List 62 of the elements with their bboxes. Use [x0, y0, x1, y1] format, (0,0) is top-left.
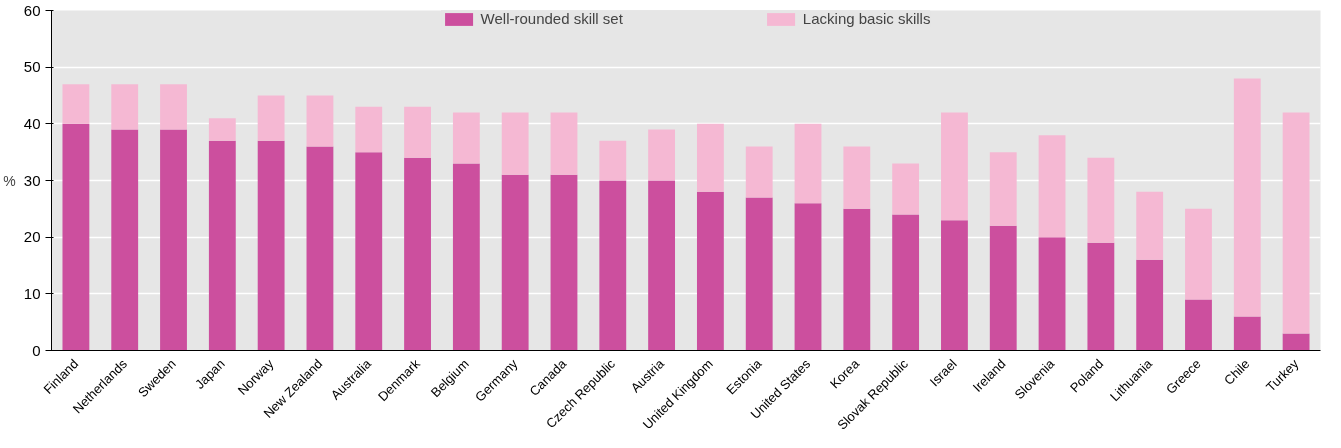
bar [404, 106, 431, 158]
bar [355, 152, 383, 351]
bar [111, 84, 139, 130]
y-tick-label: 10 [23, 284, 41, 302]
bar [62, 123, 90, 351]
bar [550, 174, 578, 351]
bar [892, 163, 920, 215]
bar [160, 129, 187, 351]
y-tick-label: 0 [32, 341, 41, 359]
bar [160, 84, 187, 130]
bar [111, 129, 139, 351]
bar [404, 157, 431, 351]
legend-label: Lacking basic skills [802, 10, 931, 27]
bar [501, 112, 529, 175]
bar [1282, 112, 1310, 334]
legend-label: Well-rounded skill set [480, 10, 623, 27]
bar [843, 208, 871, 351]
y-tick-label: 40 [23, 114, 41, 132]
bar [696, 123, 724, 192]
bar [892, 214, 920, 351]
bar [1136, 259, 1164, 351]
bar [648, 129, 676, 181]
bar [1038, 237, 1066, 351]
bar [1233, 78, 1261, 317]
bar [745, 197, 773, 351]
y-axis-title: % [3, 172, 16, 189]
bar [306, 146, 334, 351]
bar [452, 112, 480, 164]
bar [452, 163, 480, 351]
bar [989, 225, 1017, 351]
bar [843, 146, 871, 209]
bar [648, 180, 676, 351]
bar [1185, 299, 1212, 351]
bar [794, 123, 822, 204]
y-tick-label: 20 [23, 228, 41, 246]
bar [1136, 191, 1164, 260]
bar [941, 112, 968, 221]
bar [208, 118, 236, 141]
bar [1038, 135, 1066, 238]
y-tick-label: 60 [23, 1, 41, 19]
bar [794, 203, 822, 351]
bar [257, 140, 285, 351]
bar [501, 174, 529, 351]
bar [696, 191, 724, 351]
bar [62, 84, 90, 124]
bar [550, 112, 578, 175]
bar [599, 140, 627, 181]
bar [1185, 208, 1212, 300]
bar [306, 95, 334, 147]
bar [355, 106, 383, 153]
bar [599, 180, 627, 351]
bar [257, 95, 285, 141]
y-tick-label: 30 [23, 171, 41, 189]
bar [208, 140, 236, 351]
bar [1087, 242, 1115, 351]
bar [1233, 316, 1261, 351]
y-tick-label: 50 [23, 58, 41, 76]
bar [941, 220, 968, 351]
bar [1087, 157, 1115, 243]
bar [745, 146, 773, 198]
bar [989, 152, 1017, 226]
bar [1282, 333, 1310, 351]
